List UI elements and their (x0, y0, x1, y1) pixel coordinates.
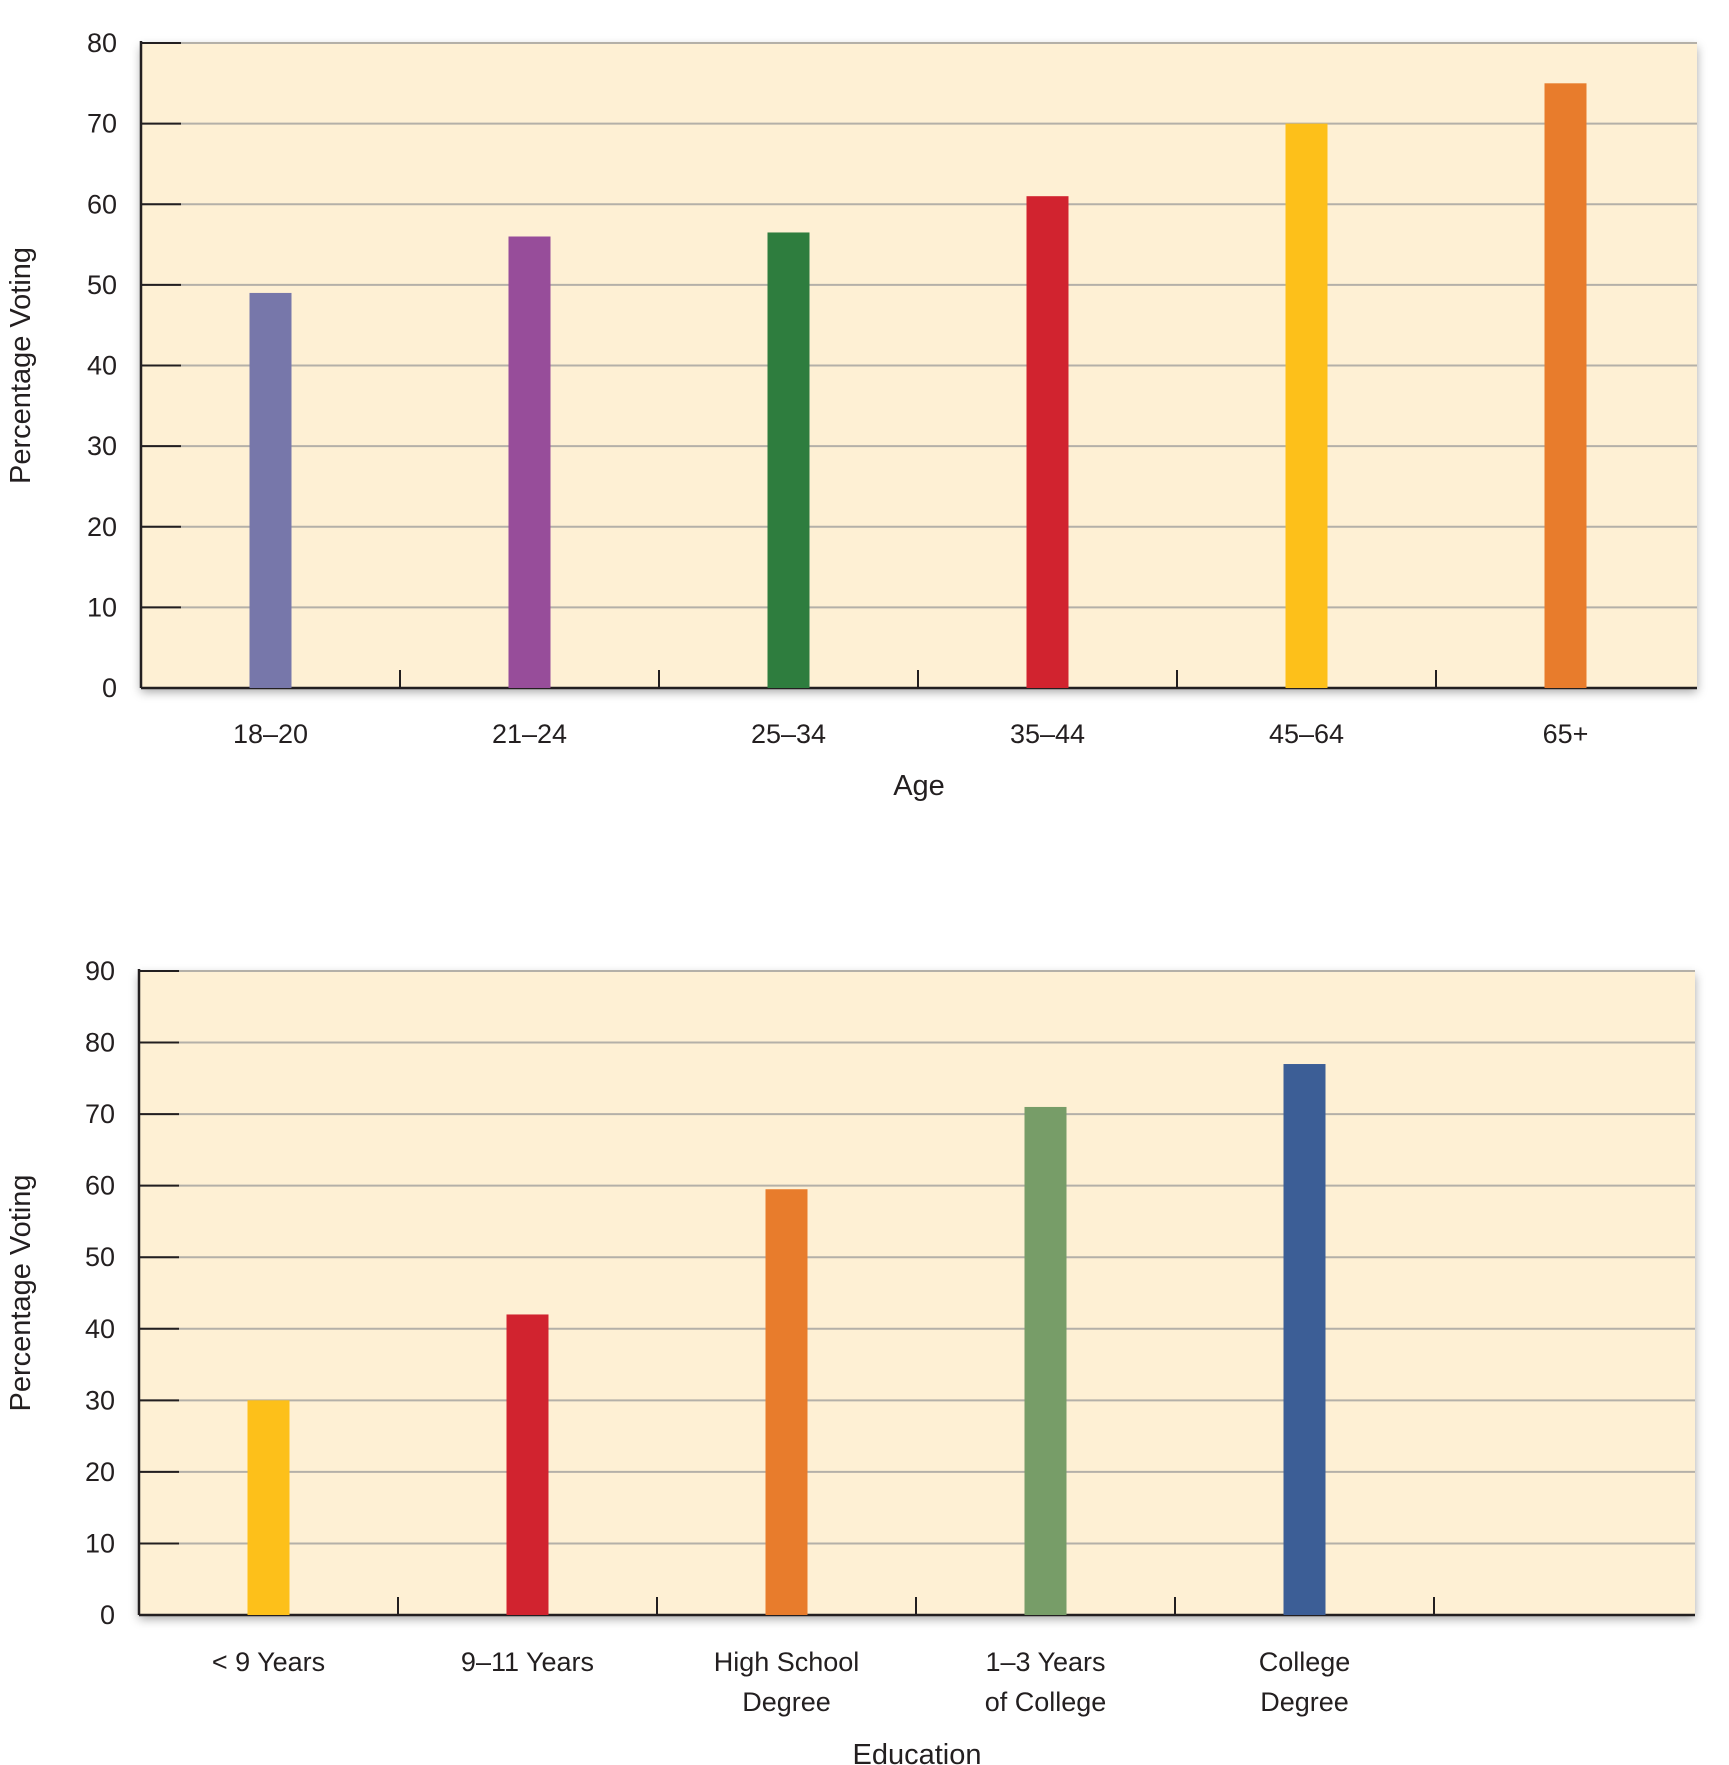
chart-1-bar (1024, 1106, 1067, 1615)
chart-0-x-tick-label-line: 25–34 (751, 719, 826, 749)
chart-1-x-tick-label-line: 9–11 Years (461, 1647, 594, 1677)
chart-1-plot-area (139, 971, 1695, 1615)
chart-1-y-tick-label: 30 (85, 1385, 115, 1415)
chart-0-y-tick-label: 0 (102, 673, 117, 703)
chart-1-x-tick-label-line: of College (985, 1687, 1107, 1717)
chart-0-bar (1544, 83, 1587, 688)
chart-1-x-tick-label: College Degree (1259, 1647, 1351, 1717)
chart-1-y-tick-label: 40 (85, 1314, 115, 1344)
education-chart: 0 10 20 30 40 50 60 70 80 90 < 9 Years 9–11 Years Hi… (5, 956, 1695, 1765)
chart-0-x-tick-label-line: 65+ (1543, 719, 1589, 749)
chart-0-bar (767, 232, 810, 688)
chart-0-x-tick-label: 18–20 (233, 719, 308, 749)
chart-1-y-tick-label: 0 (100, 1600, 115, 1630)
chart-0-y-tick-label: 50 (87, 270, 117, 300)
chart-0-x-tick-label: 65+ (1543, 719, 1589, 749)
chart-1-bar (506, 1314, 549, 1615)
chart-1-x-tick-label: < 9 Years (212, 1647, 325, 1677)
chart-0-bar (508, 236, 551, 688)
chart-0-x-tick-label: 45–64 (1269, 719, 1344, 749)
chart-0-y-tick-label: 20 (87, 512, 117, 542)
chart-1-x-tick-label-line: Degree (742, 1687, 831, 1717)
chart-0-x-tick-label-line: 18–20 (233, 719, 308, 749)
chart-1-y-tick-label: 80 (85, 1028, 115, 1058)
chart-1-x-tick-label-line: < 9 Years (212, 1647, 325, 1677)
chart-1-bar (247, 1400, 290, 1615)
chart-0-bar (1026, 196, 1069, 688)
chart-0-bar (249, 292, 292, 688)
chart-0-x-tick-label: 35–44 (1010, 719, 1085, 749)
chart-1-y-axis-title: Percentage Voting (5, 1174, 37, 1411)
chart-1-x-tick-label-line: Degree (1260, 1687, 1349, 1717)
chart-1-y-tick-label: 60 (85, 1171, 115, 1201)
chart-0-y-tick-label: 30 (87, 431, 117, 461)
chart-1-x-tick-label: 1–3 Years of College (985, 1647, 1107, 1717)
chart-1-x-axis-title: Education (853, 1739, 982, 1765)
chart-0-y-tick-label: 10 (87, 592, 117, 622)
chart-1-x-tick-label: 9–11 Years (461, 1647, 594, 1677)
chart-0-y-tick-label: 40 (87, 351, 117, 381)
chart-1-y-tick-label: 70 (85, 1099, 115, 1129)
chart-0-x-tick-label-line: 21–24 (492, 719, 567, 749)
chart-1-bar (1283, 1064, 1326, 1615)
age-chart: 0 10 20 30 40 50 60 70 80 18–20 21–24 25–34 35–44 45–… (5, 28, 1697, 802)
chart-0-bar (1285, 123, 1328, 688)
chart-1-x-tick-label-line: College (1259, 1647, 1351, 1677)
chart-0-y-tick-label: 60 (87, 189, 117, 219)
chart-1-bar (765, 1189, 808, 1615)
chart-1-x-tick-label: High School Degree (714, 1647, 860, 1717)
chart-1-y-tick-label: 90 (85, 956, 115, 986)
chart-0-x-tick-label-line: 45–64 (1269, 719, 1344, 749)
chart-1-x-tick-label-line: 1–3 Years (985, 1647, 1105, 1677)
chart-1-x-tick-label-line: High School (714, 1647, 860, 1677)
chart-1-y-tick-label: 50 (85, 1242, 115, 1272)
chart-1-y-tick-label: 10 (85, 1528, 115, 1558)
chart-0-x-tick-label: 21–24 (492, 719, 567, 749)
chart-0-x-tick-label-line: 35–44 (1010, 719, 1085, 749)
chart-0-y-axis-title: Percentage Voting (5, 247, 37, 484)
chart-0-x-tick-label: 25–34 (751, 719, 826, 749)
chart-0-y-tick-label: 70 (87, 109, 117, 139)
chart-1-y-tick-label: 20 (85, 1457, 115, 1487)
chart-0-x-axis-title: Age (893, 770, 945, 802)
chart-0-y-tick-label: 80 (87, 28, 117, 58)
